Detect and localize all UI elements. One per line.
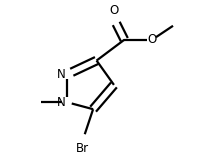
- Text: O: O: [109, 4, 119, 17]
- Text: O: O: [147, 33, 157, 46]
- Text: Br: Br: [76, 142, 89, 155]
- Text: N: N: [56, 68, 65, 81]
- Text: N: N: [56, 96, 65, 109]
